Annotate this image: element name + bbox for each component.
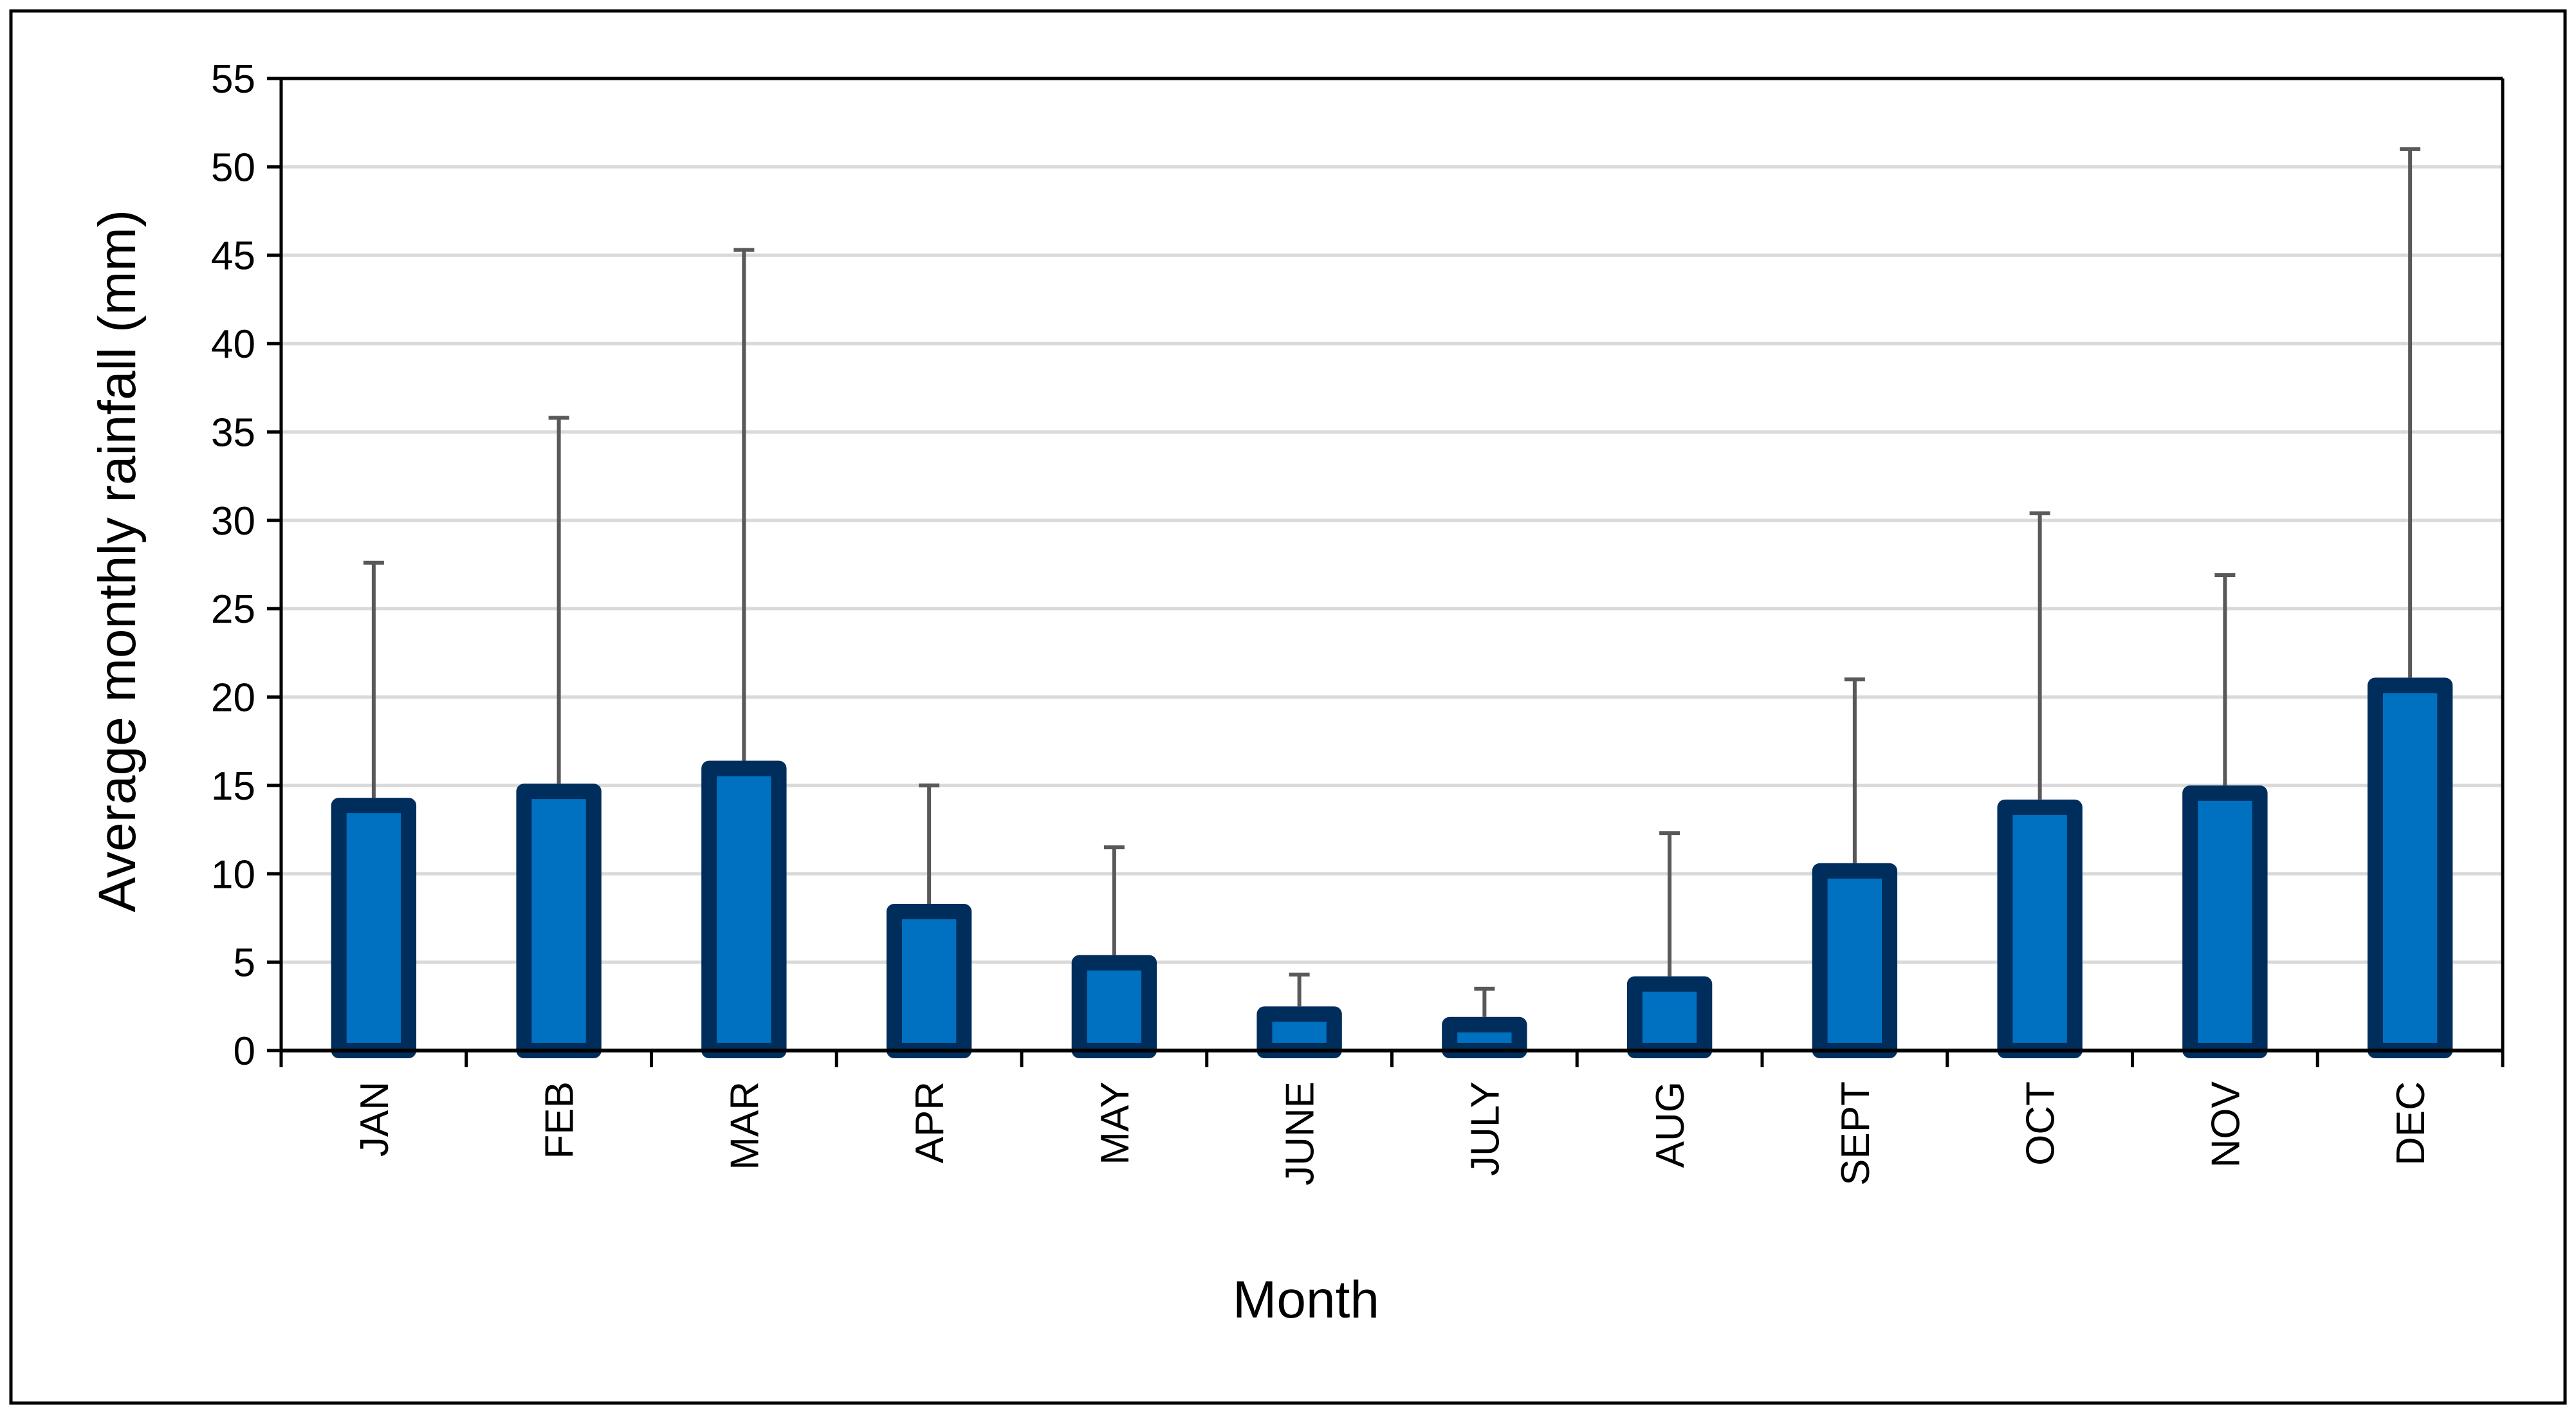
x-category-label: MAY xyxy=(1093,1081,1137,1165)
y-tick-label: 40 xyxy=(211,322,255,367)
y-tick-label: 15 xyxy=(211,764,255,809)
bar xyxy=(1256,1006,1342,1059)
bar xyxy=(1442,1016,1527,1058)
bar-group xyxy=(331,560,417,1058)
x-category-label: JUNE xyxy=(1278,1081,1323,1186)
y-tick-label: 20 xyxy=(211,676,255,721)
y-tick-label: 25 xyxy=(211,587,255,632)
x-category-label: SEPT xyxy=(1834,1081,1878,1186)
x-category-label: MAR xyxy=(722,1081,767,1170)
bar-group xyxy=(886,783,972,1058)
axes xyxy=(267,77,2505,1067)
y-tick-label: 45 xyxy=(211,234,255,279)
y-tick-label: 5 xyxy=(234,941,255,986)
y-tick-labels: 0 5 10 15 20 25 30 35 40 45 50 55 xyxy=(211,57,255,1074)
x-axis-title: Month xyxy=(1233,1271,1379,1329)
bar xyxy=(1071,955,1157,1058)
bar xyxy=(516,784,602,1059)
bar-group xyxy=(701,248,787,1058)
bar-group xyxy=(1071,845,1157,1058)
bar-group xyxy=(2367,147,2453,1058)
y-tick-label: 35 xyxy=(211,410,255,455)
x-category-label: APR xyxy=(908,1081,952,1163)
bar xyxy=(1626,976,1713,1058)
x-category-label: NOV xyxy=(2203,1081,2248,1168)
y-tick-label: 10 xyxy=(211,852,255,897)
bar xyxy=(701,760,787,1058)
bar xyxy=(886,903,972,1058)
y-tick-label: 55 xyxy=(211,57,255,102)
x-category-labels: JAN FEB MAR APR MAY JUNE JULY AUG SEPT OCT NOV DEC xyxy=(353,1081,2433,1186)
outer-border xyxy=(9,9,2567,1405)
x-category-label: FEB xyxy=(538,1081,582,1159)
y-tick-label: 50 xyxy=(211,145,255,190)
x-category-label: JULY xyxy=(1463,1081,1507,1176)
bar xyxy=(331,798,417,1058)
bar xyxy=(2367,677,2453,1058)
bar xyxy=(2182,785,2268,1058)
x-category-label: OCT xyxy=(2019,1081,2063,1166)
bar-group xyxy=(1812,677,1898,1058)
y-tick-label: 0 xyxy=(234,1029,255,1074)
bar xyxy=(1997,799,2083,1059)
x-category-label: AUG xyxy=(1648,1081,1693,1168)
bars xyxy=(331,147,2453,1059)
y-tick-label: 30 xyxy=(211,499,255,544)
bar xyxy=(1812,863,1898,1058)
y-axis-title: Average monthly rainfall (mm) xyxy=(88,210,147,912)
x-category-label: DEC xyxy=(2389,1081,2433,1166)
x-category-label: JAN xyxy=(353,1081,397,1157)
